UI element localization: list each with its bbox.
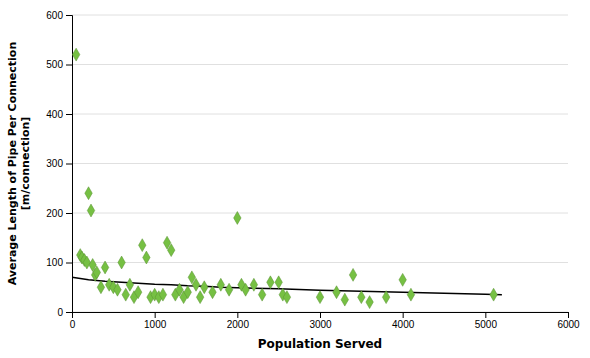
- tick: 1000: [144, 312, 167, 330]
- tick-label: 600: [46, 10, 63, 21]
- grid: [72, 15, 568, 312]
- point: [196, 291, 203, 304]
- grid-line: [72, 213, 568, 214]
- tick: 200: [46, 208, 72, 219]
- point: [122, 288, 129, 301]
- point: [167, 244, 174, 257]
- point: [134, 286, 141, 299]
- tick: 100: [46, 257, 72, 268]
- tick: 300: [46, 158, 72, 169]
- point: [184, 286, 191, 299]
- point: [97, 281, 104, 294]
- tick-mark: [568, 312, 569, 318]
- grid-line: [72, 114, 568, 115]
- point: [399, 273, 406, 286]
- grid-line: [72, 15, 568, 16]
- tick: 5000: [475, 312, 498, 330]
- point: [349, 268, 356, 281]
- plot-area: [72, 48, 502, 308]
- point: [192, 278, 199, 291]
- point: [333, 286, 340, 299]
- point: [242, 283, 249, 296]
- tick-label: 100: [46, 257, 63, 268]
- point: [250, 278, 257, 291]
- point: [83, 256, 90, 269]
- y-axis-title: Average Length of Pipe Per Connection[m/…: [6, 42, 32, 286]
- point: [101, 261, 108, 274]
- point: [490, 288, 497, 301]
- point: [93, 266, 100, 279]
- tick-label: 1000: [144, 319, 167, 330]
- point: [118, 256, 125, 269]
- y-axis-title-line: Average Length of Pipe Per Connection: [6, 42, 19, 286]
- x-axis-title: Population Served: [258, 337, 382, 351]
- point: [225, 283, 232, 296]
- point: [283, 291, 290, 304]
- tick-mark: [237, 312, 238, 318]
- point: [126, 278, 133, 291]
- tick-mark: [155, 312, 156, 318]
- tick-mark: [66, 164, 72, 165]
- point: [143, 251, 150, 264]
- point: [358, 291, 365, 304]
- point: [341, 293, 348, 306]
- point: [316, 291, 323, 304]
- point: [275, 276, 282, 289]
- tick: 0: [57, 307, 72, 318]
- point: [114, 283, 121, 296]
- point: [382, 291, 389, 304]
- point: [217, 278, 224, 291]
- axis-line: [73, 313, 569, 319]
- point: [201, 281, 208, 294]
- tick-label: 4000: [392, 319, 415, 330]
- tick-mark: [66, 15, 72, 16]
- tick-label: 300: [46, 158, 63, 169]
- tick-mark: [66, 114, 72, 115]
- tick-label: 2000: [227, 319, 250, 330]
- tick-label: 0: [57, 307, 63, 318]
- tick-mark: [485, 312, 486, 318]
- axis-line: [66, 16, 73, 313]
- point: [159, 288, 166, 301]
- tick: 400: [46, 109, 72, 120]
- tick-label: 400: [46, 109, 63, 120]
- tick: 0: [70, 312, 76, 330]
- point: [139, 239, 146, 252]
- point: [209, 286, 216, 299]
- y-axis-title-line: [m/connection]: [19, 117, 32, 211]
- tick: 500: [46, 59, 72, 70]
- tick-label: 5000: [475, 319, 498, 330]
- chart: 0 1000 2000 3000 4000 5000 6000 0 100 200 300 400 50…: [0, 0, 590, 358]
- point: [366, 296, 373, 309]
- tick: 4000: [392, 312, 415, 330]
- tick: 3000: [309, 312, 332, 330]
- tick-mark: [66, 213, 72, 214]
- tick-mark: [66, 263, 72, 264]
- tick: 2000: [227, 312, 250, 330]
- tick-label: 200: [46, 208, 63, 219]
- y-axis: 0 100 200 300 400 500 600: [46, 10, 72, 318]
- point: [85, 187, 92, 200]
- tick: 600: [46, 10, 72, 21]
- tick-label: 6000: [557, 319, 580, 330]
- grid-line: [72, 64, 568, 65]
- point: [72, 48, 79, 61]
- tick: 6000: [557, 312, 580, 330]
- point: [87, 204, 94, 217]
- tick-label: 3000: [309, 319, 332, 330]
- point: [258, 288, 265, 301]
- point: [407, 288, 414, 301]
- tick-label: 0: [70, 319, 76, 330]
- x-axis: 0 1000 2000 3000 4000 5000 6000: [70, 312, 580, 330]
- tick-label: 500: [46, 59, 63, 70]
- point: [267, 276, 274, 289]
- tick-mark: [403, 312, 404, 318]
- tick-mark: [320, 312, 321, 318]
- tick-mark: [66, 65, 72, 66]
- point: [234, 212, 241, 225]
- tick-mark: [66, 312, 72, 313]
- grid-line: [72, 163, 568, 164]
